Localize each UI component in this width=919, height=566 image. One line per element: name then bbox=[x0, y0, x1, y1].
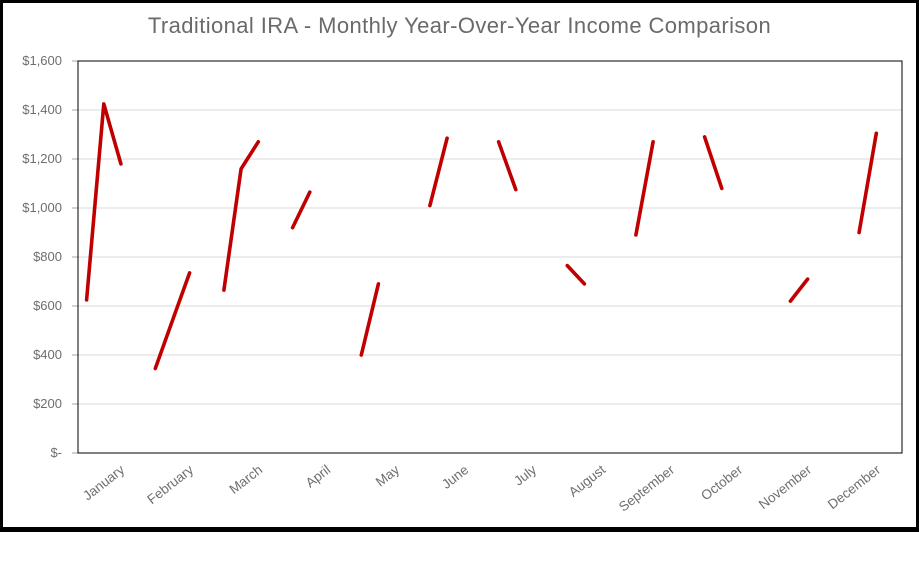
y-axis-tick-label: $800 bbox=[33, 249, 62, 264]
y-axis-tick-label: $200 bbox=[33, 396, 62, 411]
plot-area bbox=[72, 60, 903, 454]
series-segment-january bbox=[84, 102, 123, 302]
series-segment-december bbox=[857, 131, 879, 235]
series-segment-june bbox=[428, 136, 449, 208]
chart-page: { "title": "Traditional IRA - Monthly Ye… bbox=[0, 0, 919, 532]
series-segment-april bbox=[290, 190, 312, 230]
series-segment-august bbox=[565, 263, 587, 286]
chart-title: Traditional IRA - Monthly Year-Over-Year… bbox=[147, 13, 772, 38]
y-axis-tick-label: $1,600 bbox=[22, 53, 62, 68]
y-axis-tick-label: $1,200 bbox=[22, 151, 62, 166]
series-segment-february bbox=[153, 271, 192, 371]
y-axis-tick-label: $1,400 bbox=[22, 102, 62, 117]
y-axis-tick-label: $- bbox=[50, 445, 62, 460]
y-axis-tick-label: $600 bbox=[33, 298, 62, 313]
series-segment-july bbox=[496, 140, 518, 192]
plot-border bbox=[77, 60, 903, 454]
y-axis-tick-label: $1,000 bbox=[22, 200, 62, 215]
series-segment-september bbox=[634, 140, 655, 237]
series-segment-october bbox=[702, 135, 724, 191]
series-segment-november bbox=[788, 277, 810, 303]
series-segment-march bbox=[222, 140, 261, 292]
y-axis-tick-label: $400 bbox=[33, 347, 62, 362]
series-segment-may bbox=[359, 282, 381, 357]
